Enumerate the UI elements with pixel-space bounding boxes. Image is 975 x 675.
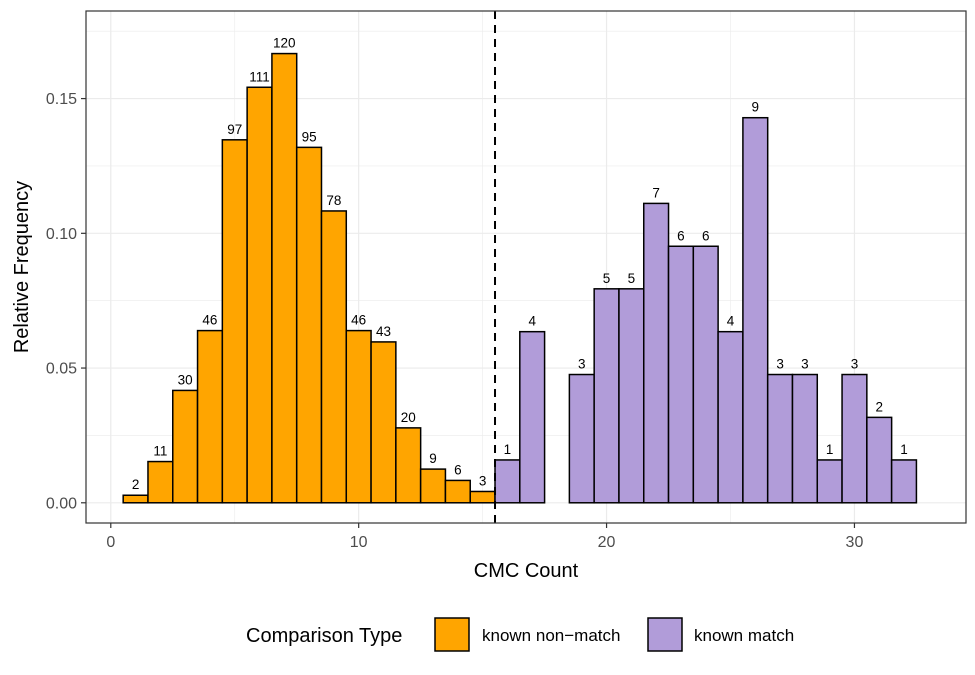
bar-label: 6: [454, 462, 462, 477]
y-axis-title: Relative Frequency: [11, 181, 33, 353]
bar-label: 3: [578, 357, 586, 372]
y-tick-label: 0.00: [46, 495, 77, 512]
legend-title: Comparison Type: [246, 625, 402, 647]
legend: Comparison Type known non−match known ma…: [246, 617, 794, 652]
y-tick-label: 0.15: [46, 91, 77, 108]
bar-label: 2: [132, 477, 140, 492]
bar-label: 3: [801, 357, 809, 372]
bar-series1: [667, 245, 695, 504]
bar-label: 111: [249, 69, 270, 84]
y-tick-label: 0.05: [46, 361, 77, 378]
bar-label: 5: [628, 271, 636, 286]
bar-series0: [122, 494, 149, 504]
bar-label: 95: [302, 129, 317, 144]
y-tick-label: 0.10: [46, 226, 77, 243]
bar-label: 4: [528, 314, 536, 329]
plot-panel-border: [85, 10, 967, 524]
bar-label: 9: [429, 451, 437, 466]
bar-label: 46: [351, 313, 366, 328]
bar-series0: [419, 468, 447, 504]
bar-series1: [568, 373, 595, 504]
bar-series0: [395, 427, 422, 504]
bar-series1: [866, 416, 893, 504]
bar-series0: [147, 460, 174, 504]
bar-label: 3: [776, 357, 784, 372]
x-tick-label: 10: [350, 534, 368, 551]
bar-label: 4: [727, 314, 735, 329]
bar-series1: [841, 373, 868, 504]
bar-series1: [593, 288, 620, 504]
x-axis-title: CMC Count: [474, 560, 579, 582]
bar-series0: [196, 329, 224, 504]
bar-series1: [494, 459, 521, 504]
bar-series0: [345, 329, 372, 504]
legend-label-known-match: known match: [694, 626, 794, 645]
bar-label: 1: [504, 442, 512, 457]
bar-series1: [791, 373, 819, 504]
axes: 0 10 20 30 0.00 0.05 0.10 0.15: [46, 91, 864, 551]
x-tick-label: 20: [598, 534, 616, 551]
bar-label: 3: [851, 357, 859, 372]
bar-series1: [717, 330, 744, 504]
bar-label: 1: [900, 442, 908, 457]
bar-series0: [172, 389, 199, 504]
bar-series1: [742, 116, 769, 504]
bar-series0: [320, 210, 348, 504]
bar-series0: [221, 139, 248, 504]
bar-label: 43: [376, 324, 391, 339]
bar-label: 120: [273, 36, 296, 51]
bar-label: 78: [326, 193, 341, 208]
bar-label: 97: [227, 122, 242, 137]
bar-label: 7: [652, 185, 660, 200]
bar-label: 3: [479, 473, 487, 488]
legend-key-known-match: [647, 617, 683, 652]
bar-label: 20: [401, 410, 416, 425]
bar-series1: [642, 202, 670, 504]
bar-label: 2: [875, 399, 883, 414]
bar-label: 11: [153, 444, 167, 459]
x-tick-label: 0: [106, 534, 115, 551]
bar-label: 30: [178, 372, 193, 387]
bar-series1: [519, 330, 546, 504]
bar-label: 6: [702, 228, 710, 243]
bar-series0: [469, 490, 496, 504]
bar-label: 9: [752, 100, 760, 115]
x-tick-label: 30: [846, 534, 864, 551]
bar-label: 1: [826, 442, 834, 457]
bar-label: 46: [202, 313, 217, 328]
bar-label: 5: [603, 271, 611, 286]
bar-label: 6: [677, 228, 685, 243]
legend-key-known-non-match: [434, 617, 470, 652]
bar-series0: [271, 52, 298, 504]
bar-series1: [618, 288, 645, 504]
bar-series1: [890, 459, 918, 504]
bar-series0: [246, 86, 273, 504]
bar-series1: [692, 245, 719, 504]
legend-label-known-non-match: known non−match: [482, 626, 620, 645]
bar-series1: [766, 373, 794, 504]
bar-series0: [444, 479, 471, 504]
bar-series0: [370, 341, 397, 504]
bar-series0: [295, 146, 323, 504]
bars: [122, 52, 918, 504]
bar-series1: [816, 459, 843, 504]
